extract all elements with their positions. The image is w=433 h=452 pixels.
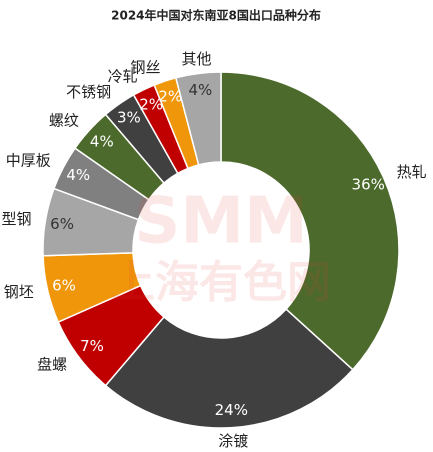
value-label: 4% xyxy=(90,132,114,150)
donut-segment xyxy=(104,308,354,429)
value-label: 6% xyxy=(50,215,74,233)
category-label: 型钢 xyxy=(1,210,31,228)
chart-title: 2024年中国对东南亚8国出口品种分布 xyxy=(111,8,321,23)
value-label: 36% xyxy=(352,175,385,193)
category-label: 盘螺 xyxy=(37,355,67,373)
value-label: 4% xyxy=(189,81,213,99)
value-label: 4% xyxy=(66,166,90,184)
category-label: 钢坯 xyxy=(4,283,34,301)
value-label: 6% xyxy=(52,276,76,294)
value-label: 3% xyxy=(117,108,141,126)
category-label: 螺纹 xyxy=(49,111,79,129)
donut-segment xyxy=(174,71,222,166)
category-label: 不锈钢 xyxy=(66,83,111,101)
category-label: 涂镀 xyxy=(218,432,248,450)
donut-segment xyxy=(220,71,400,371)
category-label: 其他 xyxy=(181,50,211,68)
category-label: 钢丝 xyxy=(130,58,160,76)
value-label: 2% xyxy=(139,95,163,113)
value-label: 24% xyxy=(215,401,248,419)
category-label: 冷轧 xyxy=(108,68,138,86)
watermark: SMM xyxy=(134,185,307,259)
watermark: 上海有色网 xyxy=(111,257,331,308)
value-label: 2% xyxy=(158,88,182,106)
category-label: 热轧 xyxy=(397,163,427,181)
value-label: 7% xyxy=(80,337,104,355)
category-label: 中厚板 xyxy=(6,152,51,170)
